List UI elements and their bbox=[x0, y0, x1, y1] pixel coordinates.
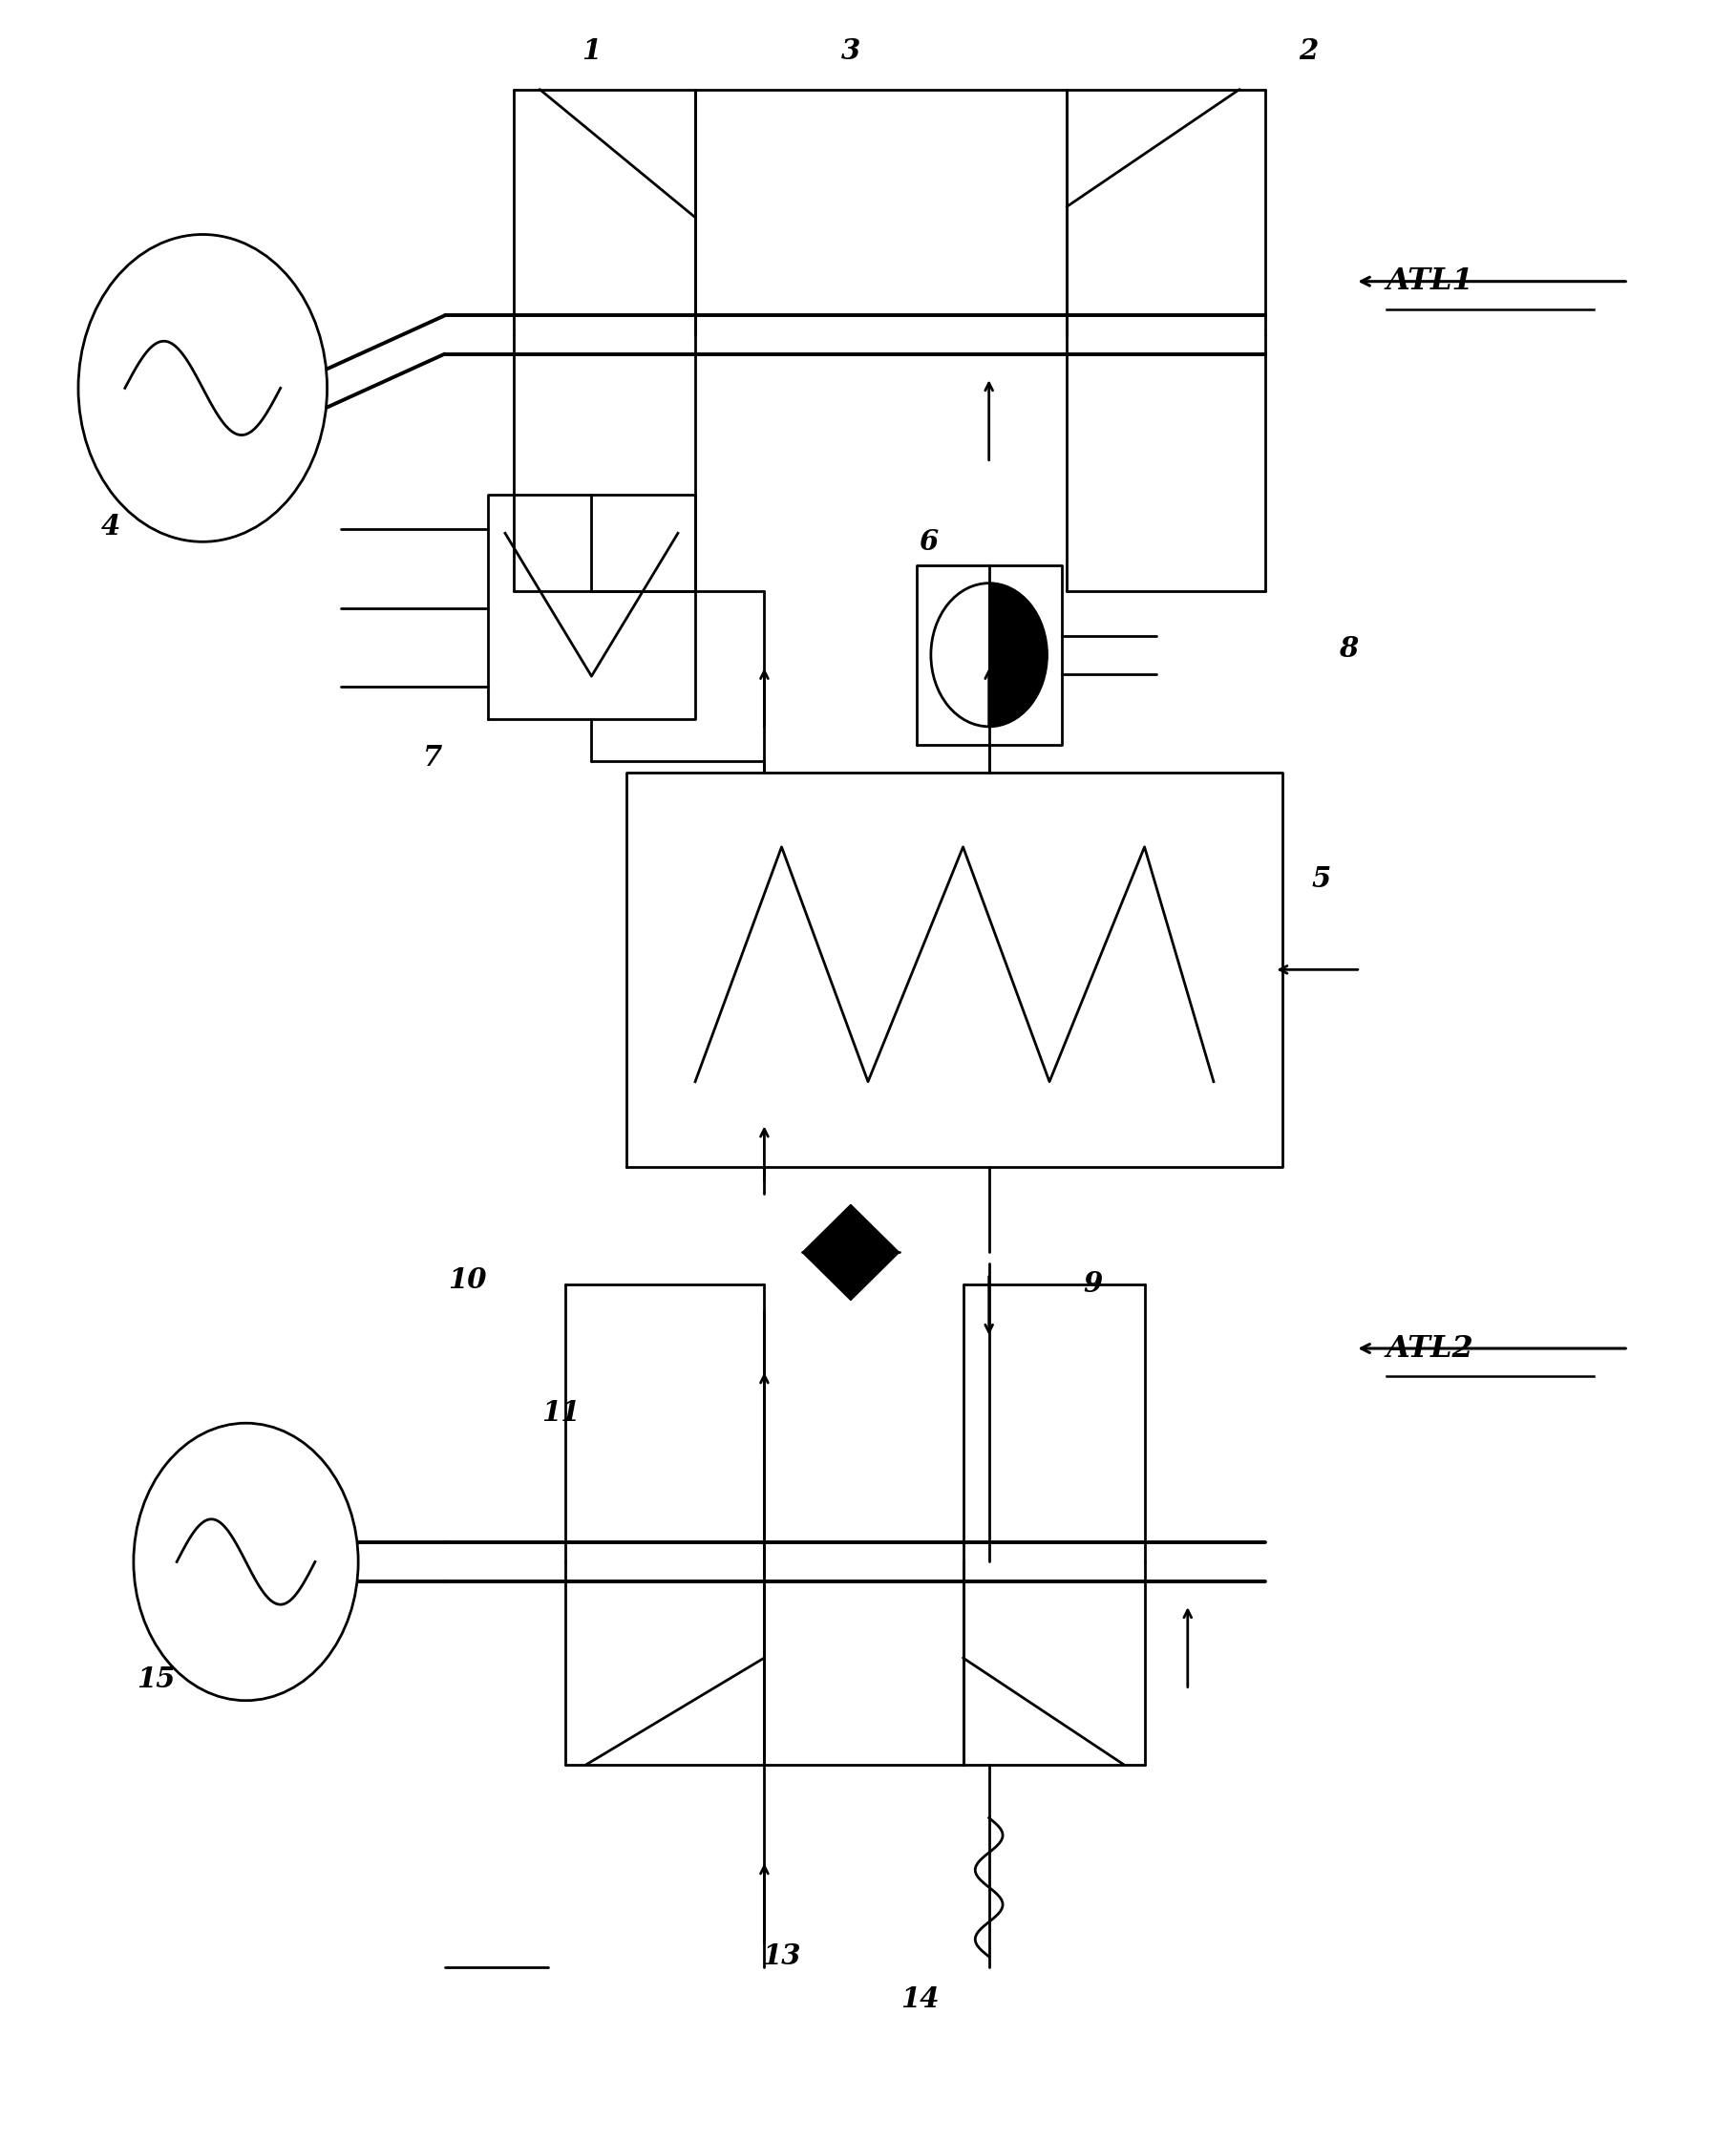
Wedge shape bbox=[990, 583, 1047, 726]
Text: 4: 4 bbox=[101, 512, 122, 540]
Text: 10: 10 bbox=[448, 1266, 486, 1294]
Text: 5: 5 bbox=[1311, 865, 1330, 893]
Text: 7: 7 bbox=[424, 743, 443, 771]
Polygon shape bbox=[802, 1204, 851, 1300]
Text: 2: 2 bbox=[1299, 36, 1318, 64]
Text: 11: 11 bbox=[542, 1399, 580, 1427]
Text: 8: 8 bbox=[1338, 634, 1358, 662]
Text: 3: 3 bbox=[840, 36, 861, 64]
Text: 1: 1 bbox=[582, 36, 601, 64]
Text: ATL2: ATL2 bbox=[1387, 1334, 1474, 1362]
Text: 9: 9 bbox=[1083, 1270, 1102, 1298]
Polygon shape bbox=[851, 1204, 899, 1300]
Text: 6: 6 bbox=[918, 527, 937, 555]
Text: 13: 13 bbox=[762, 1943, 800, 1971]
Text: ATL1: ATL1 bbox=[1387, 266, 1474, 296]
Text: 15: 15 bbox=[137, 1664, 175, 1692]
Text: 14: 14 bbox=[901, 1986, 939, 2013]
